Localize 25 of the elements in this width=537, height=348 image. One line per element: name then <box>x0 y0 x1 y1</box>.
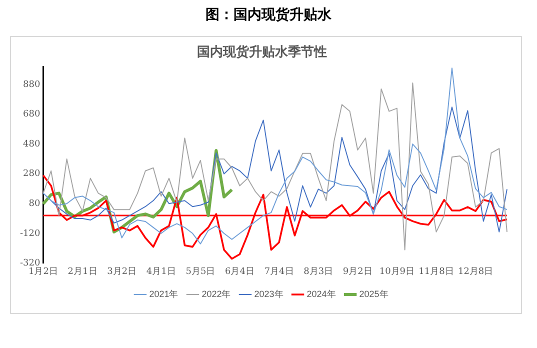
x-tick-label: 7月4日 <box>264 266 294 277</box>
x-tick-label: 9月2日 <box>342 266 372 277</box>
x-tick-label: 6月4日 <box>225 266 254 277</box>
chart-subtitle: 国内现货升贴水季节性 <box>197 44 327 60</box>
legend-label: 2022年 <box>202 288 231 299</box>
y-tick-label: 680 <box>23 110 40 120</box>
x-tick-label: 8月3日 <box>304 266 334 277</box>
x-tick-label: 1月2日 <box>28 266 58 277</box>
x-tick-label: 3月2日 <box>107 266 137 277</box>
x-tick-label: 2月1日 <box>68 266 98 277</box>
x-tick-label: 5月5日 <box>186 266 216 277</box>
chart-title: 图：国内现货升贴水 <box>204 6 332 25</box>
legend-label: 2023年 <box>254 288 284 299</box>
x-tick-label: 12月8日 <box>458 266 494 277</box>
y-tick-label: 480 <box>23 139 40 150</box>
legend-label: 2025年 <box>359 288 388 299</box>
y-tick-label: 280 <box>23 169 40 180</box>
x-tick-label: 11月8日 <box>418 266 454 277</box>
y-tick-label: 80 <box>28 198 40 209</box>
legend-label: 2021年 <box>149 288 178 299</box>
legend-label: 2024年 <box>306 288 336 299</box>
x-tick-label: 10月9日 <box>379 266 415 277</box>
y-tick-label: 880 <box>23 80 40 90</box>
x-tick-label: 4月1日 <box>146 266 176 277</box>
y-tick-label: -120 <box>20 228 40 239</box>
